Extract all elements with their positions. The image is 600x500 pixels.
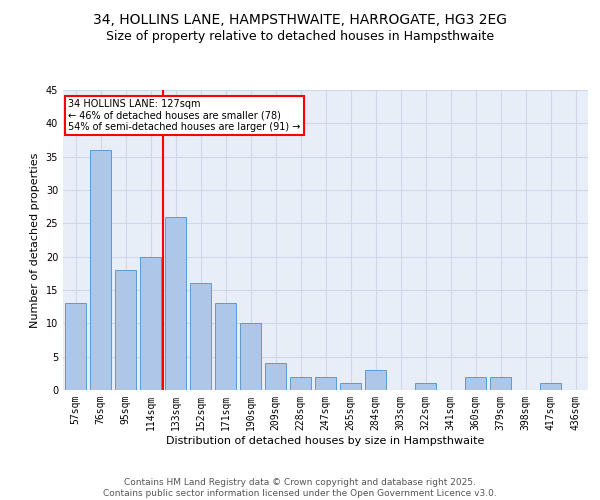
Bar [315,376,336,390]
Text: 34 HOLLINS LANE: 127sqm
← 46% of detached houses are smaller (78)
54% of semi-de: 34 HOLLINS LANE: 127sqm ← 46% of detache… [68,99,301,132]
Bar [90,150,111,390]
Bar [240,324,261,390]
Bar [415,384,436,390]
Bar [490,376,511,390]
Text: Size of property relative to detached houses in Hampsthwaite: Size of property relative to detached ho… [106,30,494,43]
Bar [465,376,486,390]
Bar [340,384,361,390]
Bar [65,304,86,390]
Bar [265,364,286,390]
Text: Contains HM Land Registry data © Crown copyright and database right 2025.
Contai: Contains HM Land Registry data © Crown c… [103,478,497,498]
Bar [540,384,561,390]
Bar [115,270,136,390]
Bar [365,370,386,390]
Text: 34, HOLLINS LANE, HAMPSTHWAITE, HARROGATE, HG3 2EG: 34, HOLLINS LANE, HAMPSTHWAITE, HARROGAT… [93,12,507,26]
Bar [140,256,161,390]
Bar [290,376,311,390]
Bar [190,284,211,390]
Bar [215,304,236,390]
Bar [165,216,186,390]
X-axis label: Distribution of detached houses by size in Hampsthwaite: Distribution of detached houses by size … [166,436,485,446]
Y-axis label: Number of detached properties: Number of detached properties [30,152,40,328]
